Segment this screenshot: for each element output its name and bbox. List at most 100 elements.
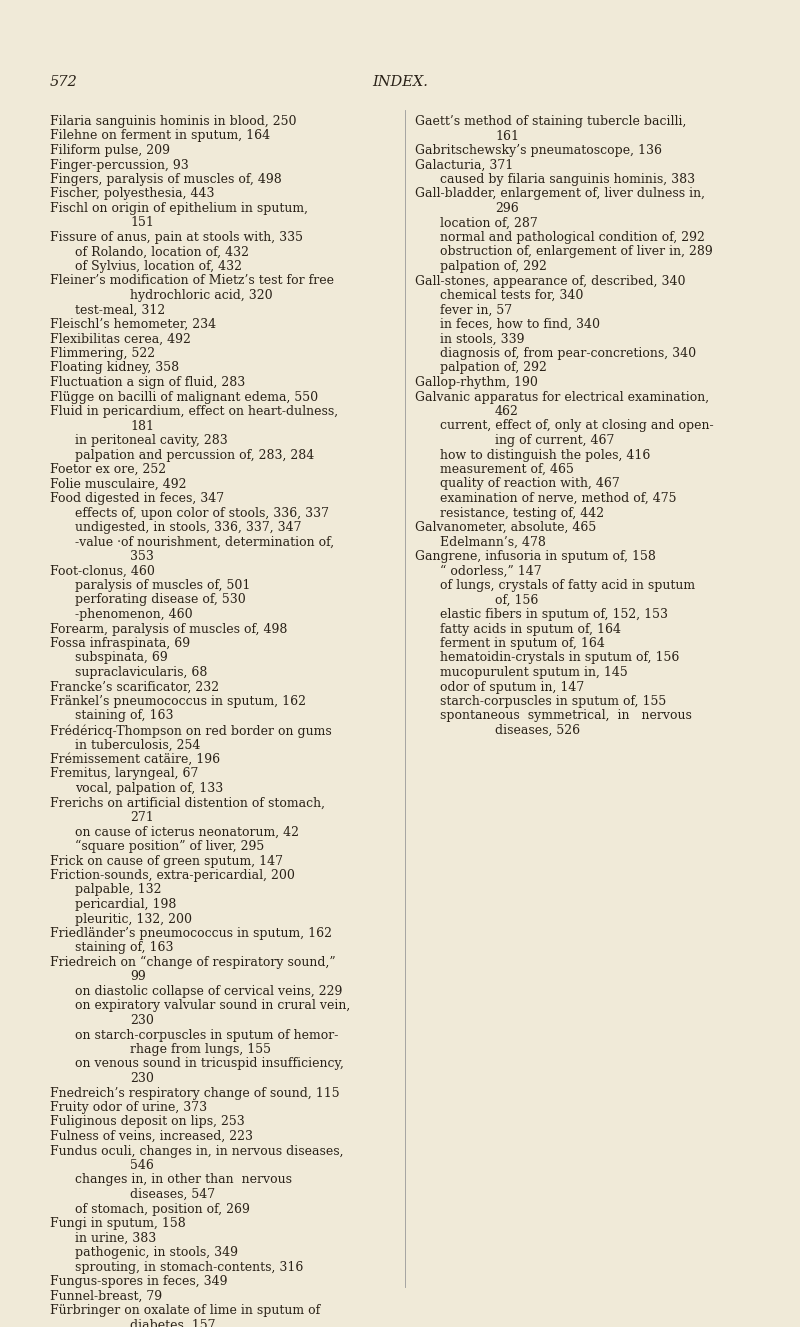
Text: Fungus-spores in feces, 349: Fungus-spores in feces, 349 [50, 1275, 227, 1289]
Text: Frédéricq-Thompson on red border on gums: Frédéricq-Thompson on red border on gums [50, 725, 332, 738]
Text: Fischl on origin of epithelium in sputum,: Fischl on origin of epithelium in sputum… [50, 202, 308, 215]
Text: diabetes, 157: diabetes, 157 [130, 1319, 215, 1327]
Text: Gall-bladder, enlargement of, liver dulness in,: Gall-bladder, enlargement of, liver duln… [415, 187, 705, 200]
Text: INDEX.: INDEX. [372, 76, 428, 89]
Text: Fluid in pericardium, effect on heart-dulness,: Fluid in pericardium, effect on heart-du… [50, 405, 338, 418]
Text: mucopurulent sputum in, 145: mucopurulent sputum in, 145 [440, 666, 628, 679]
Text: Fnedreich’s respiratory change of sound, 115: Fnedreich’s respiratory change of sound,… [50, 1087, 340, 1100]
Text: Edelmann’s, 478: Edelmann’s, 478 [440, 536, 546, 548]
Text: Fremitus, laryngeal, 67: Fremitus, laryngeal, 67 [50, 767, 198, 780]
Text: Fruity odor of urine, 373: Fruity odor of urine, 373 [50, 1101, 207, 1113]
Text: 181: 181 [130, 419, 154, 433]
Text: Filiform pulse, 209: Filiform pulse, 209 [50, 145, 170, 157]
Text: on diastolic collapse of cervical veins, 229: on diastolic collapse of cervical veins,… [75, 985, 342, 998]
Text: hematoidin-crystals in sputum of, 156: hematoidin-crystals in sputum of, 156 [440, 652, 679, 665]
Text: Friedländer’s pneumococcus in sputum, 162: Friedländer’s pneumococcus in sputum, 16… [50, 928, 332, 940]
Text: diagnosis of, from pear-concretions, 340: diagnosis of, from pear-concretions, 340 [440, 346, 696, 360]
Text: Gaett’s method of staining tubercle bacilli,: Gaett’s method of staining tubercle baci… [415, 115, 686, 127]
Text: staining of, 163: staining of, 163 [75, 710, 174, 722]
Text: palpation of, 292: palpation of, 292 [440, 260, 547, 273]
Text: changes in, in other than  nervous: changes in, in other than nervous [75, 1173, 292, 1186]
Text: elastic fibers in sputum of, 152, 153: elastic fibers in sputum of, 152, 153 [440, 608, 668, 621]
Text: pleuritic, 132, 200: pleuritic, 132, 200 [75, 913, 192, 925]
Text: Frémissement catäire, 196: Frémissement catäire, 196 [50, 752, 220, 766]
Text: spontaneous  symmetrical,  in   nervous: spontaneous symmetrical, in nervous [440, 710, 692, 722]
Text: -phenomenon, 460: -phenomenon, 460 [75, 608, 193, 621]
Text: Fürbringer on oxalate of lime in sputum of: Fürbringer on oxalate of lime in sputum … [50, 1304, 320, 1316]
Text: diseases, 547: diseases, 547 [130, 1188, 215, 1201]
Text: Fissure of anus, pain at stools with, 335: Fissure of anus, pain at stools with, 33… [50, 231, 303, 244]
Text: paralysis of muscles of, 501: paralysis of muscles of, 501 [75, 579, 250, 592]
Text: Frerichs on artificial distention of stomach,: Frerichs on artificial distention of sto… [50, 796, 325, 809]
Text: how to distinguish the poles, 416: how to distinguish the poles, 416 [440, 449, 650, 462]
Text: in stools, 339: in stools, 339 [440, 333, 525, 345]
Text: 572: 572 [50, 76, 78, 89]
Text: Gangrene, infusoria in sputum of, 158: Gangrene, infusoria in sputum of, 158 [415, 549, 656, 563]
Text: Gallop-rhythm, 190: Gallop-rhythm, 190 [415, 376, 538, 389]
Text: 462: 462 [495, 405, 519, 418]
Text: of stomach, position of, 269: of stomach, position of, 269 [75, 1202, 250, 1216]
Text: pathogenic, in stools, 349: pathogenic, in stools, 349 [75, 1246, 238, 1259]
Text: Gall-stones, appearance of, described, 340: Gall-stones, appearance of, described, 3… [415, 275, 686, 288]
Text: of, 156: of, 156 [495, 593, 538, 606]
Text: resistance, testing of, 442: resistance, testing of, 442 [440, 507, 604, 519]
Text: Fischer, polyesthesia, 443: Fischer, polyesthesia, 443 [50, 187, 214, 200]
Text: in urine, 383: in urine, 383 [75, 1231, 156, 1245]
Text: Fluctuation a sign of fluid, 283: Fluctuation a sign of fluid, 283 [50, 376, 246, 389]
Text: 230: 230 [130, 1014, 154, 1027]
Text: 230: 230 [130, 1072, 154, 1085]
Text: Folie musculaire, 492: Folie musculaire, 492 [50, 478, 186, 491]
Text: Francke’s scarificator, 232: Francke’s scarificator, 232 [50, 681, 219, 694]
Text: Galvanic apparatus for electrical examination,: Galvanic apparatus for electrical examin… [415, 390, 709, 403]
Text: of lungs, crystals of fatty acid in sputum: of lungs, crystals of fatty acid in sput… [440, 579, 695, 592]
Text: Filaria sanguinis hominis in blood, 250: Filaria sanguinis hominis in blood, 250 [50, 115, 297, 127]
Text: 353: 353 [130, 549, 154, 563]
Text: “square position” of liver, 295: “square position” of liver, 295 [75, 840, 264, 853]
Text: 296: 296 [495, 202, 518, 215]
Text: obstruction of, enlargement of liver in, 289: obstruction of, enlargement of liver in,… [440, 245, 713, 259]
Text: Fossa infraspinata, 69: Fossa infraspinata, 69 [50, 637, 190, 650]
Text: fatty acids in sputum of, 164: fatty acids in sputum of, 164 [440, 622, 621, 636]
Text: 99: 99 [130, 970, 146, 983]
Text: Fungi in sputum, 158: Fungi in sputum, 158 [50, 1217, 186, 1230]
Text: palpable, 132: palpable, 132 [75, 884, 162, 897]
Text: Flexibilitas cerea, 492: Flexibilitas cerea, 492 [50, 333, 191, 345]
Text: on expiratory valvular sound in crural vein,: on expiratory valvular sound in crural v… [75, 999, 350, 1013]
Text: -value ·of nourishment, determination of,: -value ·of nourishment, determination of… [75, 536, 334, 548]
Text: Foot-clonus, 460: Foot-clonus, 460 [50, 564, 155, 577]
Text: Foetor ex ore, 252: Foetor ex ore, 252 [50, 463, 166, 476]
Text: chemical tests for, 340: chemical tests for, 340 [440, 289, 583, 303]
Text: Friedreich on “change of respiratory sound,”: Friedreich on “change of respiratory sou… [50, 955, 336, 969]
Text: Fundus oculi, changes in, in nervous diseases,: Fundus oculi, changes in, in nervous dis… [50, 1144, 343, 1157]
Text: fever in, 57: fever in, 57 [440, 304, 512, 317]
Text: Floating kidney, 358: Floating kidney, 358 [50, 361, 179, 374]
Text: 546: 546 [130, 1158, 154, 1172]
Text: starch-corpuscles in sputum of, 155: starch-corpuscles in sputum of, 155 [440, 695, 666, 709]
Text: Filehne on ferment in sputum, 164: Filehne on ferment in sputum, 164 [50, 130, 270, 142]
Text: Friction-sounds, extra-pericardial, 200: Friction-sounds, extra-pericardial, 200 [50, 869, 295, 882]
Text: Finger-percussion, 93: Finger-percussion, 93 [50, 158, 189, 171]
Text: 161: 161 [495, 130, 519, 142]
Text: normal and pathological condition of, 292: normal and pathological condition of, 29… [440, 231, 705, 244]
Text: on cause of icterus neonatorum, 42: on cause of icterus neonatorum, 42 [75, 825, 299, 839]
Text: hydrochloric acid, 320: hydrochloric acid, 320 [130, 289, 273, 303]
Text: palpation of, 292: palpation of, 292 [440, 361, 547, 374]
Text: 151: 151 [130, 216, 154, 230]
Text: diseases, 526: diseases, 526 [495, 725, 580, 736]
Text: subspinata, 69: subspinata, 69 [75, 652, 168, 665]
Text: Fulness of veins, increased, 223: Fulness of veins, increased, 223 [50, 1131, 253, 1143]
Text: Funnel-breast, 79: Funnel-breast, 79 [50, 1290, 162, 1303]
Text: current, effect of, only at closing and open-: current, effect of, only at closing and … [440, 419, 714, 433]
Text: of Sylvius, location of, 432: of Sylvius, location of, 432 [75, 260, 242, 273]
Text: sprouting, in stomach-contents, 316: sprouting, in stomach-contents, 316 [75, 1261, 303, 1274]
Text: undigested, in stools, 336, 337, 347: undigested, in stools, 336, 337, 347 [75, 522, 302, 533]
Text: Frick on cause of green sputum, 147: Frick on cause of green sputum, 147 [50, 855, 283, 868]
Text: location of, 287: location of, 287 [440, 216, 538, 230]
Text: Galacturia, 371: Galacturia, 371 [415, 158, 514, 171]
Text: Forearm, paralysis of muscles of, 498: Forearm, paralysis of muscles of, 498 [50, 622, 287, 636]
Text: quality of reaction with, 467: quality of reaction with, 467 [440, 478, 620, 491]
Text: Food digested in feces, 347: Food digested in feces, 347 [50, 492, 224, 506]
Text: Flügge on bacilli of malignant edema, 550: Flügge on bacilli of malignant edema, 55… [50, 390, 318, 403]
Text: of Rolando, location of, 432: of Rolando, location of, 432 [75, 245, 249, 259]
Text: caused by filaria sanguinis hominis, 383: caused by filaria sanguinis hominis, 383 [440, 173, 695, 186]
